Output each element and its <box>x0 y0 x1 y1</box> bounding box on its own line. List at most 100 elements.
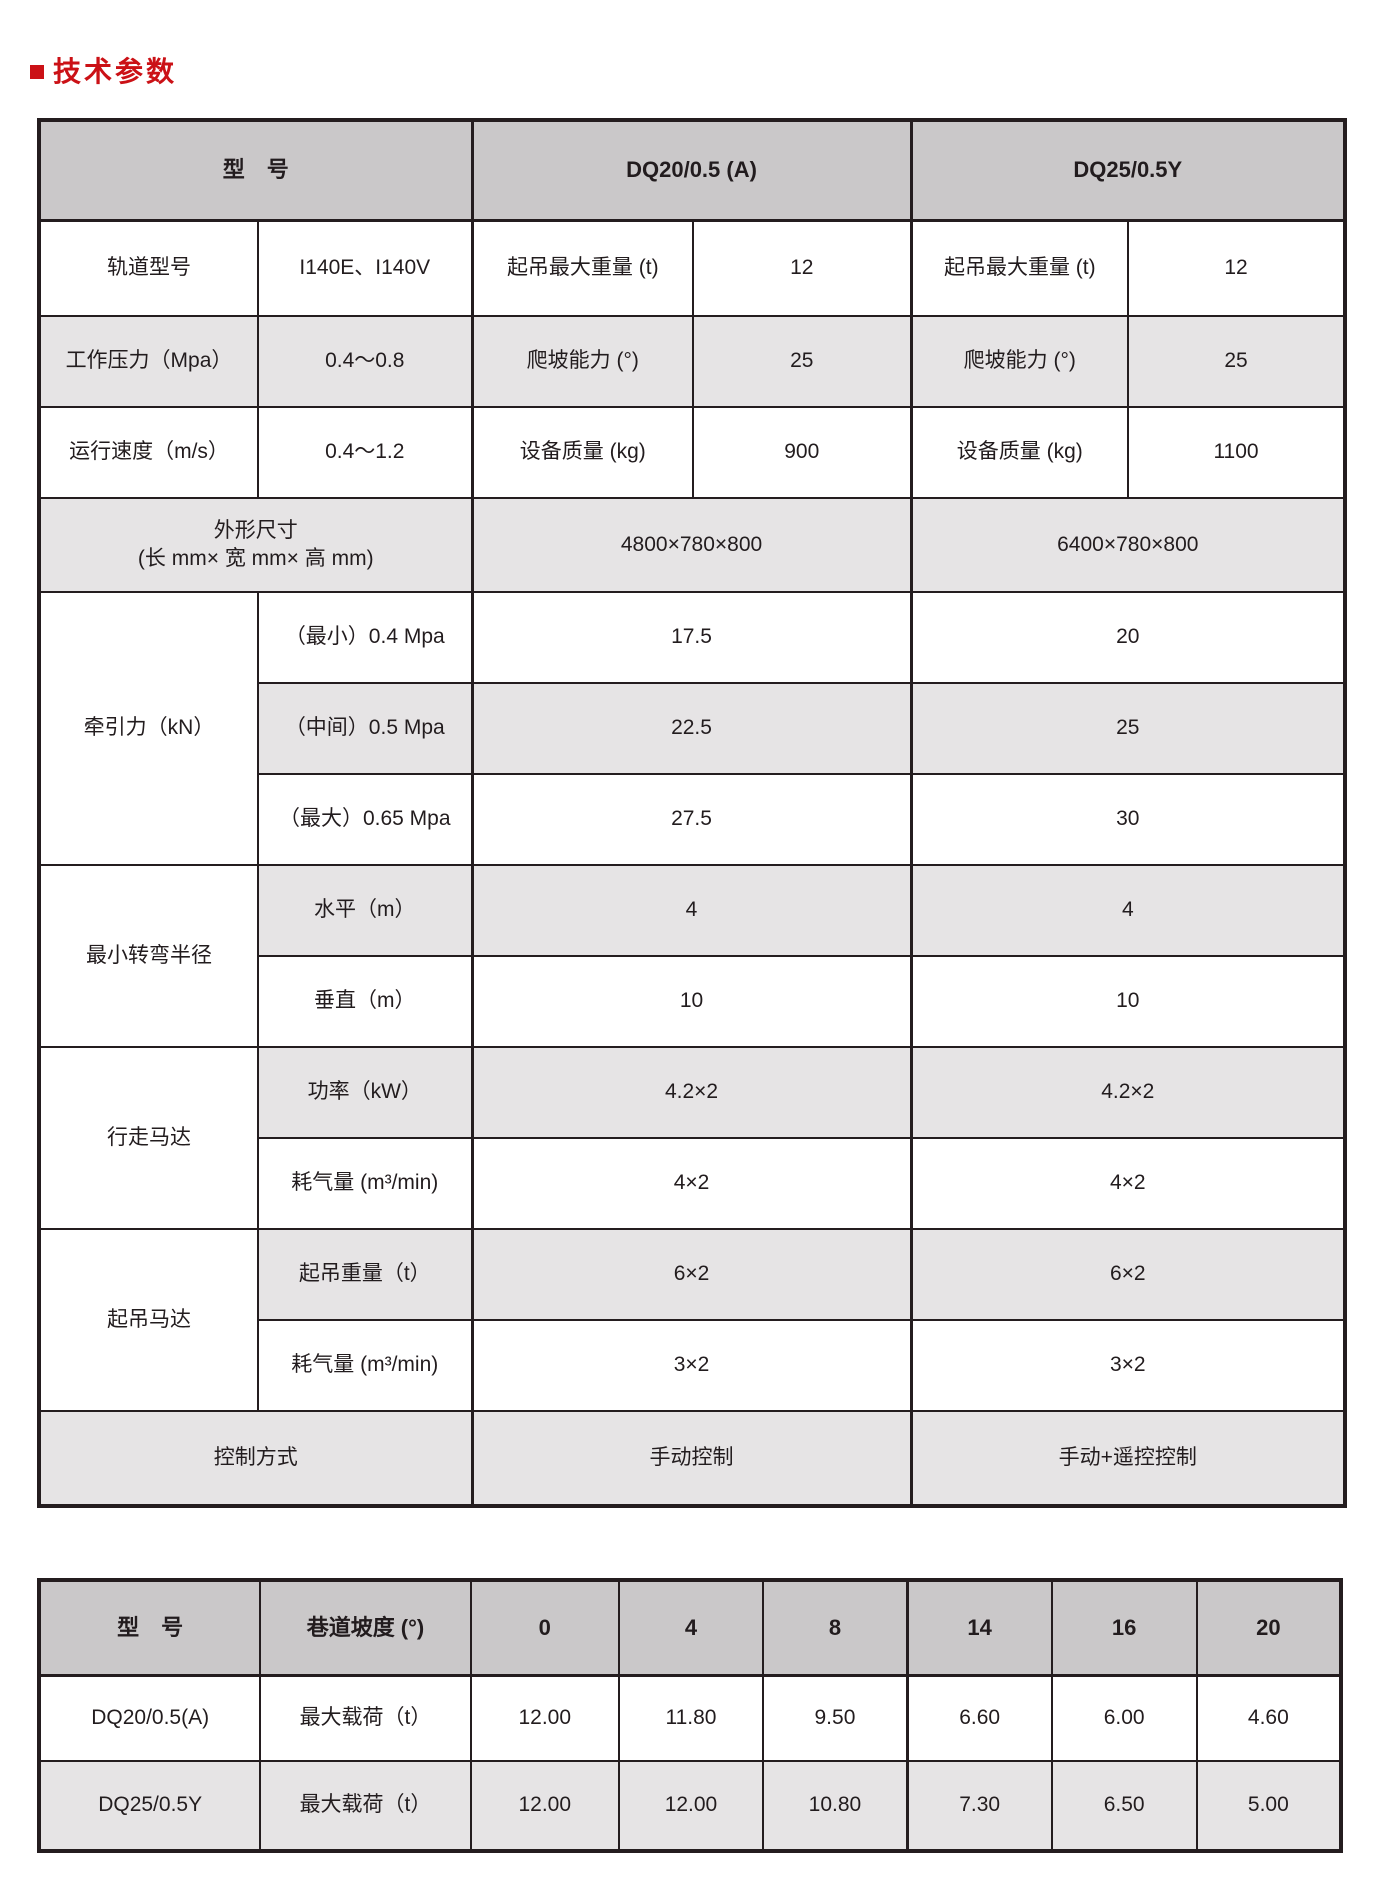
load-header-row: 型 号 巷道坡度 (°) 0 4 8 14 16 20 <box>37 1579 1343 1677</box>
spec-row-rail: 轨道型号 I140E、I140V 起吊最大重量 (t) 12 起吊最大重量 (t… <box>38 219 1347 317</box>
sub-label: 耗气量 (m³/min) <box>256 1319 474 1412</box>
cell: 7.30 <box>905 1760 1053 1852</box>
cell: 0.4～0.8 <box>256 315 474 408</box>
section-title: 技术参数 <box>30 50 1343 90</box>
param-label: 爬坡能力 (°) <box>909 315 1130 408</box>
cell: 900 <box>692 406 913 499</box>
row-label: 运行速度（m/s） <box>38 406 259 499</box>
load-header-value: 16 <box>1050 1579 1198 1677</box>
param-label: 设备质量 (kg) <box>909 406 1130 499</box>
group-label-turning: 最小转弯半径 <box>38 864 259 1048</box>
cell: 30 <box>909 773 1347 866</box>
row-label: 轨道型号 <box>38 219 259 317</box>
load-table: 型 号 巷道坡度 (°) 0 4 8 14 16 20 DQ20/0.5(A) … <box>37 1578 1343 1853</box>
spec-row-hoist-air: 耗气量 (m³/min) 3×2 3×2 <box>39 1319 1347 1412</box>
cell: 17.5 <box>470 591 913 684</box>
cell: 20 <box>909 591 1347 684</box>
cell: 3×2 <box>470 1319 913 1412</box>
param-label: 爬坡能力 (°) <box>470 315 695 408</box>
spec-row-dimensions: 外形尺寸 (长 mm× 宽 mm× 高 mm) 4800×780×800 640… <box>37 497 1347 593</box>
cell: 6.00 <box>1050 1674 1198 1762</box>
cell: 12.00 <box>469 1760 620 1852</box>
document-page: 技术参数 型 号 DQ20/0.5 (A) DQ25/0.5Y 轨道型号 I14… <box>30 50 1348 1853</box>
cell: 10 <box>470 955 913 1048</box>
param-label: 设备质量 (kg) <box>470 406 695 499</box>
param-label: 起吊最大重量 (t) <box>909 219 1130 317</box>
spec-header-model-b: DQ25/0.5Y <box>909 119 1347 222</box>
cell: 10 <box>909 955 1347 1048</box>
cell: 4×2 <box>470 1137 913 1230</box>
cell: 4800×780×800 <box>470 497 913 593</box>
cell: 6.60 <box>905 1674 1053 1762</box>
sub-label: （最大）0.65 Mpa <box>256 773 474 866</box>
sub-label: 水平（m） <box>256 864 474 957</box>
sub-label: （中间）0.5 Mpa <box>256 682 474 775</box>
load-header-value: 8 <box>762 1579 909 1677</box>
spec-row-traction-max: （最大）0.65 Mpa 27.5 30 <box>39 773 1347 866</box>
param-label: 起吊最大重量 (t) <box>470 219 695 317</box>
load-header-slope: 巷道坡度 (°) <box>259 1579 472 1677</box>
sub-label: 功率（kW） <box>256 1046 474 1139</box>
cell: 0.4～1.2 <box>256 406 474 499</box>
cell: 12 <box>692 219 913 317</box>
load-header-model: 型 号 <box>37 1579 262 1677</box>
cell: 4.2×2 <box>470 1046 913 1139</box>
sub-label: 垂直（m） <box>256 955 474 1048</box>
cell: 5.00 <box>1195 1760 1343 1852</box>
spec-row-travel-air: 耗气量 (m³/min) 4×2 4×2 <box>39 1137 1347 1230</box>
cell: 25 <box>909 682 1347 775</box>
sub-label: 起吊重量（t） <box>256 1228 474 1321</box>
cell: 3×2 <box>909 1319 1347 1412</box>
cell: 9.50 <box>762 1674 909 1762</box>
load-header-value: 20 <box>1195 1579 1343 1677</box>
cell: 22.5 <box>470 682 913 775</box>
spec-row-turning-vertical: 垂直（m） 10 10 <box>39 955 1347 1048</box>
model-name: DQ25/0.5Y <box>37 1760 262 1852</box>
spec-row-speed: 运行速度（m/s） 0.4～1.2 设备质量 (kg) 900 设备质量 (kg… <box>38 406 1347 499</box>
cell: 手动+遥控控制 <box>909 1410 1347 1507</box>
group-label-traction: 牵引力（kN） <box>38 591 259 866</box>
spec-row-hoist-weight: 起吊马达 起吊重量（t） 6×2 6×2 <box>38 1228 1347 1412</box>
load-header-value: 14 <box>905 1579 1053 1677</box>
spec-table: 型 号 DQ20/0.5 (A) DQ25/0.5Y 轨道型号 I140E、I1… <box>37 118 1348 1508</box>
spec-row-turning-horizontal: 最小转弯半径 水平（m） 4 4 <box>38 864 1347 1048</box>
spec-header-model: 型 号 <box>37 119 474 222</box>
row-label: 最大载荷（t） <box>259 1674 472 1762</box>
cell: 11.80 <box>617 1674 765 1762</box>
cell: 4×2 <box>909 1137 1347 1230</box>
cell: 6×2 <box>909 1228 1347 1321</box>
spec-header-model-a: DQ20/0.5 (A) <box>470 119 913 222</box>
cell: 4 <box>909 864 1347 957</box>
cell: I140E、I140V <box>256 219 474 317</box>
cell: 4.60 <box>1195 1674 1343 1762</box>
group-label-hoist-motor: 起吊马达 <box>38 1228 259 1412</box>
cell: 27.5 <box>470 773 913 866</box>
load-header-value: 0 <box>469 1579 620 1677</box>
red-square-bullet-icon <box>30 64 44 79</box>
spec-row-control: 控制方式 手动控制 手动+遥控控制 <box>37 1410 1347 1507</box>
sub-label: （最小）0.4 Mpa <box>256 591 474 684</box>
spec-row-traction-mid: （中间）0.5 Mpa 22.5 25 <box>39 682 1347 775</box>
cell: 10.80 <box>762 1760 909 1852</box>
cell: 1100 <box>1127 406 1347 499</box>
row-label: 控制方式 <box>37 1410 474 1507</box>
cell: 12.00 <box>617 1760 765 1852</box>
cell: 6×2 <box>470 1228 913 1321</box>
row-label: 外形尺寸 (长 mm× 宽 mm× 高 mm) <box>37 497 474 593</box>
cell: 4 <box>470 864 913 957</box>
spec-row-travel-power: 行走马达 功率（kW） 4.2×2 4.2×2 <box>38 1046 1347 1230</box>
cell: 4.2×2 <box>909 1046 1347 1139</box>
load-row-dq25: DQ25/0.5Y 最大载荷（t） 12.00 12.00 10.80 7.30… <box>37 1760 1343 1852</box>
spec-row-traction-min: 牵引力（kN） （最小）0.4 Mpa 17.5 20 <box>38 591 1347 866</box>
cell: 25 <box>692 315 913 408</box>
sub-label: 耗气量 (m³/min) <box>256 1137 474 1230</box>
section-title-text: 技术参数 <box>53 56 178 87</box>
model-name: DQ20/0.5(A) <box>37 1674 262 1762</box>
spec-header-row: 型 号 DQ20/0.5 (A) DQ25/0.5Y <box>37 119 1347 222</box>
row-label: 最大载荷（t） <box>259 1760 472 1852</box>
cell: 手动控制 <box>470 1410 913 1507</box>
cell: 25 <box>1127 315 1347 408</box>
load-row-dq20: DQ20/0.5(A) 最大载荷（t） 12.00 11.80 9.50 6.6… <box>37 1674 1343 1762</box>
load-header-value: 4 <box>617 1579 765 1677</box>
row-label: 工作压力（Mpa） <box>38 315 259 408</box>
